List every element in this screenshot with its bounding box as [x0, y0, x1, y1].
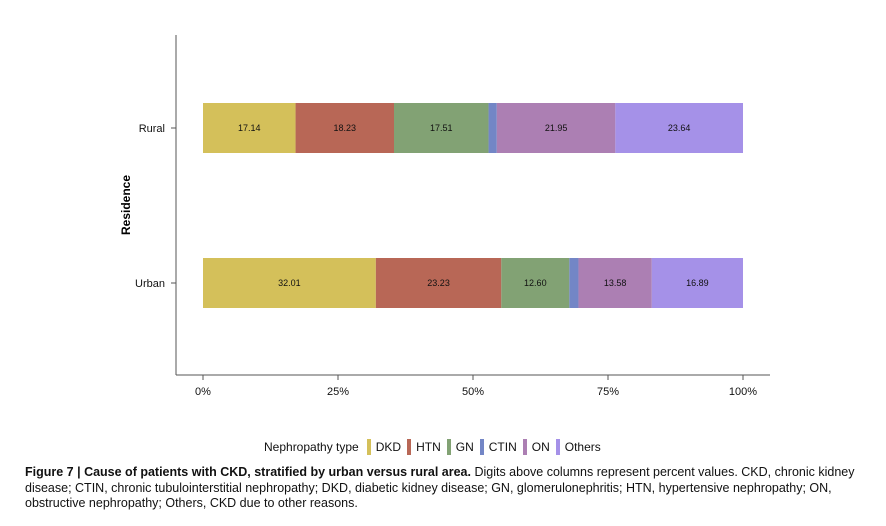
legend-swatch — [555, 439, 560, 455]
x-tick-label: 25% — [327, 386, 349, 398]
caption-title: Figure 7 | Cause of patients with CKD, s… — [25, 465, 471, 479]
bar-data-label: 23.23 — [427, 278, 450, 288]
legend-label: ON — [531, 440, 550, 454]
bar-segment — [651, 258, 743, 308]
bar-segment — [578, 258, 652, 308]
x-tick-label: 100% — [729, 386, 757, 398]
legend-swatch — [366, 439, 371, 455]
bar-segment — [569, 258, 579, 308]
bar-segment — [501, 258, 570, 308]
legend-item: Others — [555, 439, 601, 455]
x-tick-label: 75% — [597, 386, 619, 398]
bar-data-label: 18.23 — [334, 123, 357, 133]
legend-item: GN — [446, 439, 474, 455]
bar-data-label: 16.89 — [686, 278, 709, 288]
legend-item: ON — [522, 439, 550, 455]
bar-data-label: 23.64 — [668, 123, 691, 133]
legend-label: Others — [564, 440, 601, 454]
legend-item: HTN — [407, 439, 441, 455]
legend-label: GN — [455, 440, 474, 454]
bar-segment — [496, 103, 616, 153]
caption-text: Digits above columns represent percent v… — [25, 465, 855, 510]
bar-data-label: 21.95 — [545, 123, 568, 133]
chart-legend: Nephropathy type DKD HTN GN CTIN ON Others — [264, 438, 607, 456]
figure-caption: Figure 7 | Cause of patients with CKD, s… — [25, 465, 875, 512]
y-tick-label: Urban — [135, 278, 165, 290]
bar-data-label: 13.58 — [604, 278, 627, 288]
x-tick-label: 50% — [462, 386, 484, 398]
bar-segment — [375, 258, 502, 308]
y-axis-label: Residence — [119, 175, 133, 235]
legend-swatch — [446, 439, 451, 455]
legend-label: CTIN — [488, 440, 517, 454]
legend-swatch — [407, 439, 412, 455]
legend-label: HTN — [416, 440, 441, 454]
bar-segment — [615, 103, 743, 153]
bar-data-label: 17.51 — [430, 123, 453, 133]
bar-data-label: 12.60 — [524, 278, 547, 288]
stacked-bar-chart: 0% 25% 50% 75% 100% Rural Urban 17.14 18.23 17.5… — [119, 35, 770, 398]
bar-segment — [295, 103, 394, 153]
bar-segment — [203, 258, 376, 308]
bar-data-label: 32.01 — [278, 278, 301, 288]
legend-items: DKD HTN GN CTIN ON Others — [366, 439, 607, 455]
x-tick-label: 0% — [195, 386, 211, 398]
chart-bars: 17.14 18.23 17.51 21.95 23.64 32.01 23.23 12.60… — [203, 103, 743, 308]
legend-item: DKD — [366, 439, 402, 455]
legend-title: Nephropathy type — [264, 440, 359, 454]
chart-axes: 0% 25% 50% 75% 100% Rural Urban — [135, 35, 770, 398]
bar-segment — [393, 103, 489, 153]
bar-segment — [203, 103, 296, 153]
bar-segment — [488, 103, 497, 153]
legend-swatch — [479, 439, 484, 455]
legend-label: DKD — [375, 440, 402, 454]
legend-item: CTIN — [479, 439, 517, 455]
bar-data-label: 17.14 — [238, 123, 261, 133]
legend-swatch — [522, 439, 527, 455]
y-tick-label: Rural — [139, 123, 165, 135]
